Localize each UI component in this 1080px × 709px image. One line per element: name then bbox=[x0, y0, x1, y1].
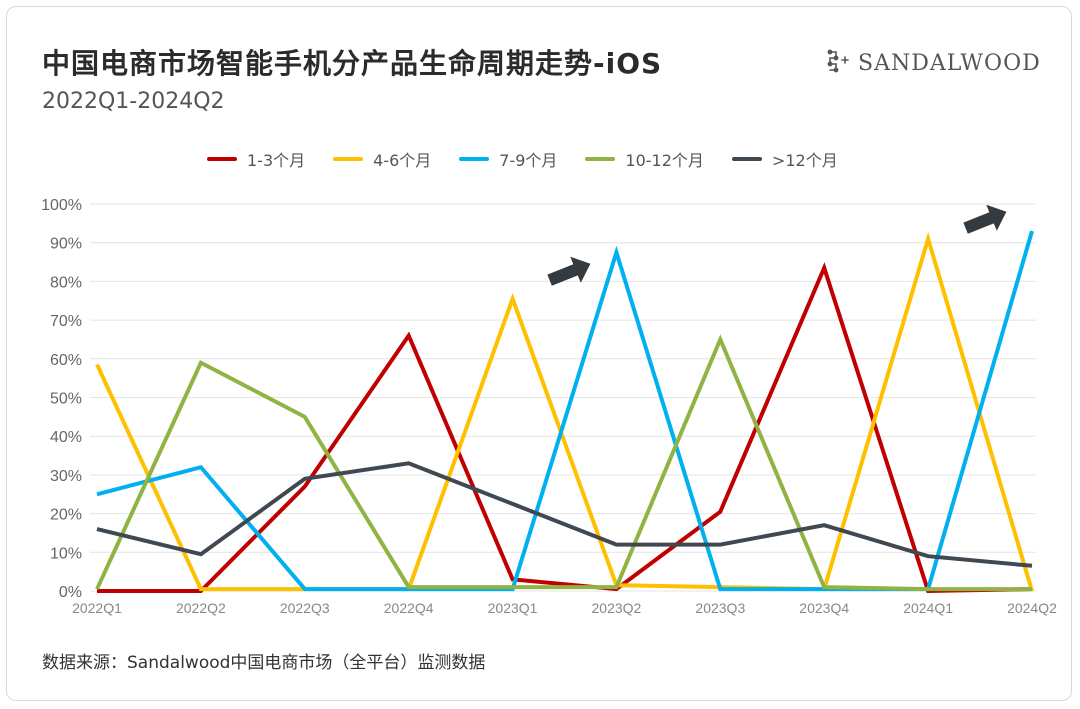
x-tick-label: 2022Q3 bbox=[280, 600, 330, 616]
series-line-10-12 bbox=[95, 334, 1032, 592]
legend-label: >12个月 bbox=[771, 151, 838, 170]
x-tick-label: 2022Q1 bbox=[72, 600, 122, 616]
brand-logo: SANDALWOOD bbox=[826, 46, 1041, 80]
y-tick-label: 100% bbox=[41, 197, 82, 214]
y-tick-label: 30% bbox=[50, 468, 82, 485]
y-tick-label: 50% bbox=[50, 391, 82, 408]
x-tick-label: 2024Q2 bbox=[1007, 600, 1057, 616]
arrow-annotation-2023q2 bbox=[547, 256, 591, 286]
x-tick-label: 2023Q2 bbox=[592, 600, 642, 616]
legend-label: 1-3个月 bbox=[247, 151, 306, 170]
page-subtitle: 2022Q1-2024Q2 bbox=[42, 89, 225, 114]
x-tick-label: 2023Q1 bbox=[488, 600, 538, 616]
y-tick-label: 70% bbox=[50, 313, 82, 330]
legend-label: 7-9个月 bbox=[499, 151, 558, 170]
x-tick-label: 2023Q4 bbox=[799, 600, 849, 616]
legend-swatch bbox=[585, 157, 616, 161]
legend-label: 4-6个月 bbox=[373, 151, 432, 170]
series-line->12 bbox=[96, 461, 1033, 568]
series-line-7-9 bbox=[96, 230, 1034, 592]
page-title: 中国电商市场智能手机分产品生命周期走势-iOS bbox=[42, 47, 663, 80]
legend-swatch bbox=[459, 157, 490, 161]
y-tick-label: 80% bbox=[50, 274, 82, 291]
chart-legend: 1-3个月 4-6个月 7-9个月 10-12个月 >12个月 bbox=[207, 147, 838, 171]
x-tick-label: 2022Q2 bbox=[176, 600, 226, 616]
y-tick-label: 0% bbox=[59, 584, 82, 601]
arrow-annotation-2023q2-shape bbox=[547, 256, 591, 286]
sandalwood-logo-icon bbox=[827, 49, 849, 73]
y-tick-label: 20% bbox=[50, 507, 82, 524]
legend-item: >12个月 bbox=[731, 147, 838, 171]
legend-item: 7-9个月 bbox=[459, 147, 557, 171]
brand-name: SANDALWOOD bbox=[858, 50, 1041, 76]
legend-swatch bbox=[731, 157, 762, 161]
arrow-annotation-2024q2 bbox=[963, 204, 1007, 234]
legend-item: 4-6个月 bbox=[333, 147, 431, 171]
legend-swatch bbox=[333, 157, 364, 161]
x-tick-label: 2023Q3 bbox=[695, 600, 745, 616]
legend-swatch bbox=[207, 157, 237, 161]
x-tick-label: 2022Q4 bbox=[384, 600, 434, 616]
x-tick-label: 2024Q1 bbox=[903, 600, 953, 616]
y-tick-label: 10% bbox=[50, 545, 82, 562]
series-line-4-6 bbox=[95, 231, 1034, 592]
y-tick-label: 40% bbox=[50, 429, 82, 446]
legend-item: 1-3个月 bbox=[207, 147, 305, 171]
legend-label: 10-12个月 bbox=[625, 151, 704, 170]
legend-item: 10-12个月 bbox=[585, 147, 704, 171]
y-tick-label: 60% bbox=[50, 352, 82, 369]
y-tick-label: 90% bbox=[50, 236, 82, 253]
series-line-1-3 bbox=[97, 262, 1033, 594]
arrow-annotation-2024q2-shape bbox=[963, 204, 1007, 234]
data-source-note: 数据来源：Sandalwood中国电商市场（全平台）监测数据 bbox=[42, 653, 486, 673]
